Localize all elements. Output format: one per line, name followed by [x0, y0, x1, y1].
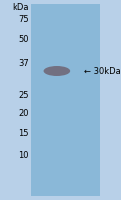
FancyBboxPatch shape [31, 4, 100, 196]
Text: 25: 25 [19, 92, 29, 100]
Text: 20: 20 [19, 109, 29, 118]
Text: 10: 10 [19, 152, 29, 160]
Text: 15: 15 [19, 130, 29, 139]
Text: 37: 37 [18, 60, 29, 68]
Ellipse shape [44, 66, 70, 76]
Text: ← 30kDa: ← 30kDa [84, 66, 121, 75]
Text: 50: 50 [19, 36, 29, 45]
Text: 75: 75 [18, 16, 29, 24]
Text: kDa: kDa [13, 3, 29, 12]
